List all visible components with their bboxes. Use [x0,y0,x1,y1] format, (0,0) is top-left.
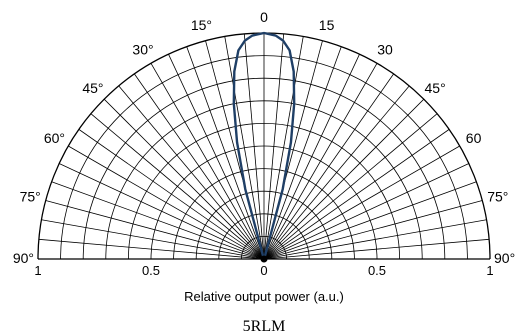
chart-caption: 5RLM [243,318,286,335]
angular-grid-line [243,33,265,260]
series-line [232,31,296,261]
angle-tick-label: 60° [44,130,65,146]
angle-labels: 90° 75° 60° 45° 30° 15° 0 15 30 45° 60 75° 90° [13,9,515,266]
angular-grid-line [263,46,342,260]
angle-tick-label: 45° [82,80,103,96]
radius-tick-label: 0.5 [368,263,386,278]
angular-grid-line [263,85,410,260]
angular-grid-line [263,36,304,260]
polar-grid [37,32,491,260]
angle-tick-label: 75° [487,188,508,204]
angular-grid-line [263,54,360,260]
angular-grid-line [134,73,265,260]
angular-grid-line [263,219,487,260]
angle-tick-label: 75° [20,188,41,204]
angular-grid-line [263,238,490,260]
angular-grid-line [263,163,469,260]
radius-tick-label: 1 [486,263,493,278]
angular-grid-line [263,129,450,260]
radius-tick-label: 1 [34,263,41,278]
angular-grid-line [118,85,265,260]
angular-grid-line [263,145,460,260]
angle-tick-label: 90° [494,250,515,266]
angular-grid-line [224,36,265,260]
x-axis-label: Relative output power (a.u.) [184,289,344,304]
angular-grid-line [168,54,265,260]
radius-tick-label: 0.5 [142,263,160,278]
angle-tick-label: 30° [132,41,153,57]
angular-grid-line [263,63,378,260]
radius-labels: 1 0.5 0 0.5 1 [34,263,493,278]
angular-grid-line [263,181,477,260]
angular-grid-line [51,181,265,260]
angle-tick-label: 60 [466,130,482,146]
angle-tick-label: 0 [260,9,268,25]
series-layer [232,31,296,263]
angle-tick-label: 15 [319,17,335,33]
angular-grid-line [263,33,285,260]
angular-grid-line [41,219,265,260]
angular-grid-line [103,98,265,260]
angle-tick-label: 15° [191,17,212,33]
angular-grid-line [45,200,265,260]
angular-grid-line [263,200,483,260]
radius-tick-label: 0 [260,263,267,278]
angular-grid-line [78,129,265,260]
angle-tick-label: 90° [13,250,34,266]
angle-tick-label: 30 [377,41,393,57]
angular-grid-line [90,113,265,260]
angular-grid-line [263,98,425,260]
angular-grid-line [150,63,265,260]
angular-grid-line [38,238,265,260]
angular-grid-line [186,46,265,260]
angular-grid-line [263,113,438,260]
source-point [260,255,268,263]
angle-tick-label: 45° [425,80,446,96]
angular-grid-line [59,163,265,260]
angular-grid-line [263,73,394,260]
angular-grid-line [68,145,265,260]
